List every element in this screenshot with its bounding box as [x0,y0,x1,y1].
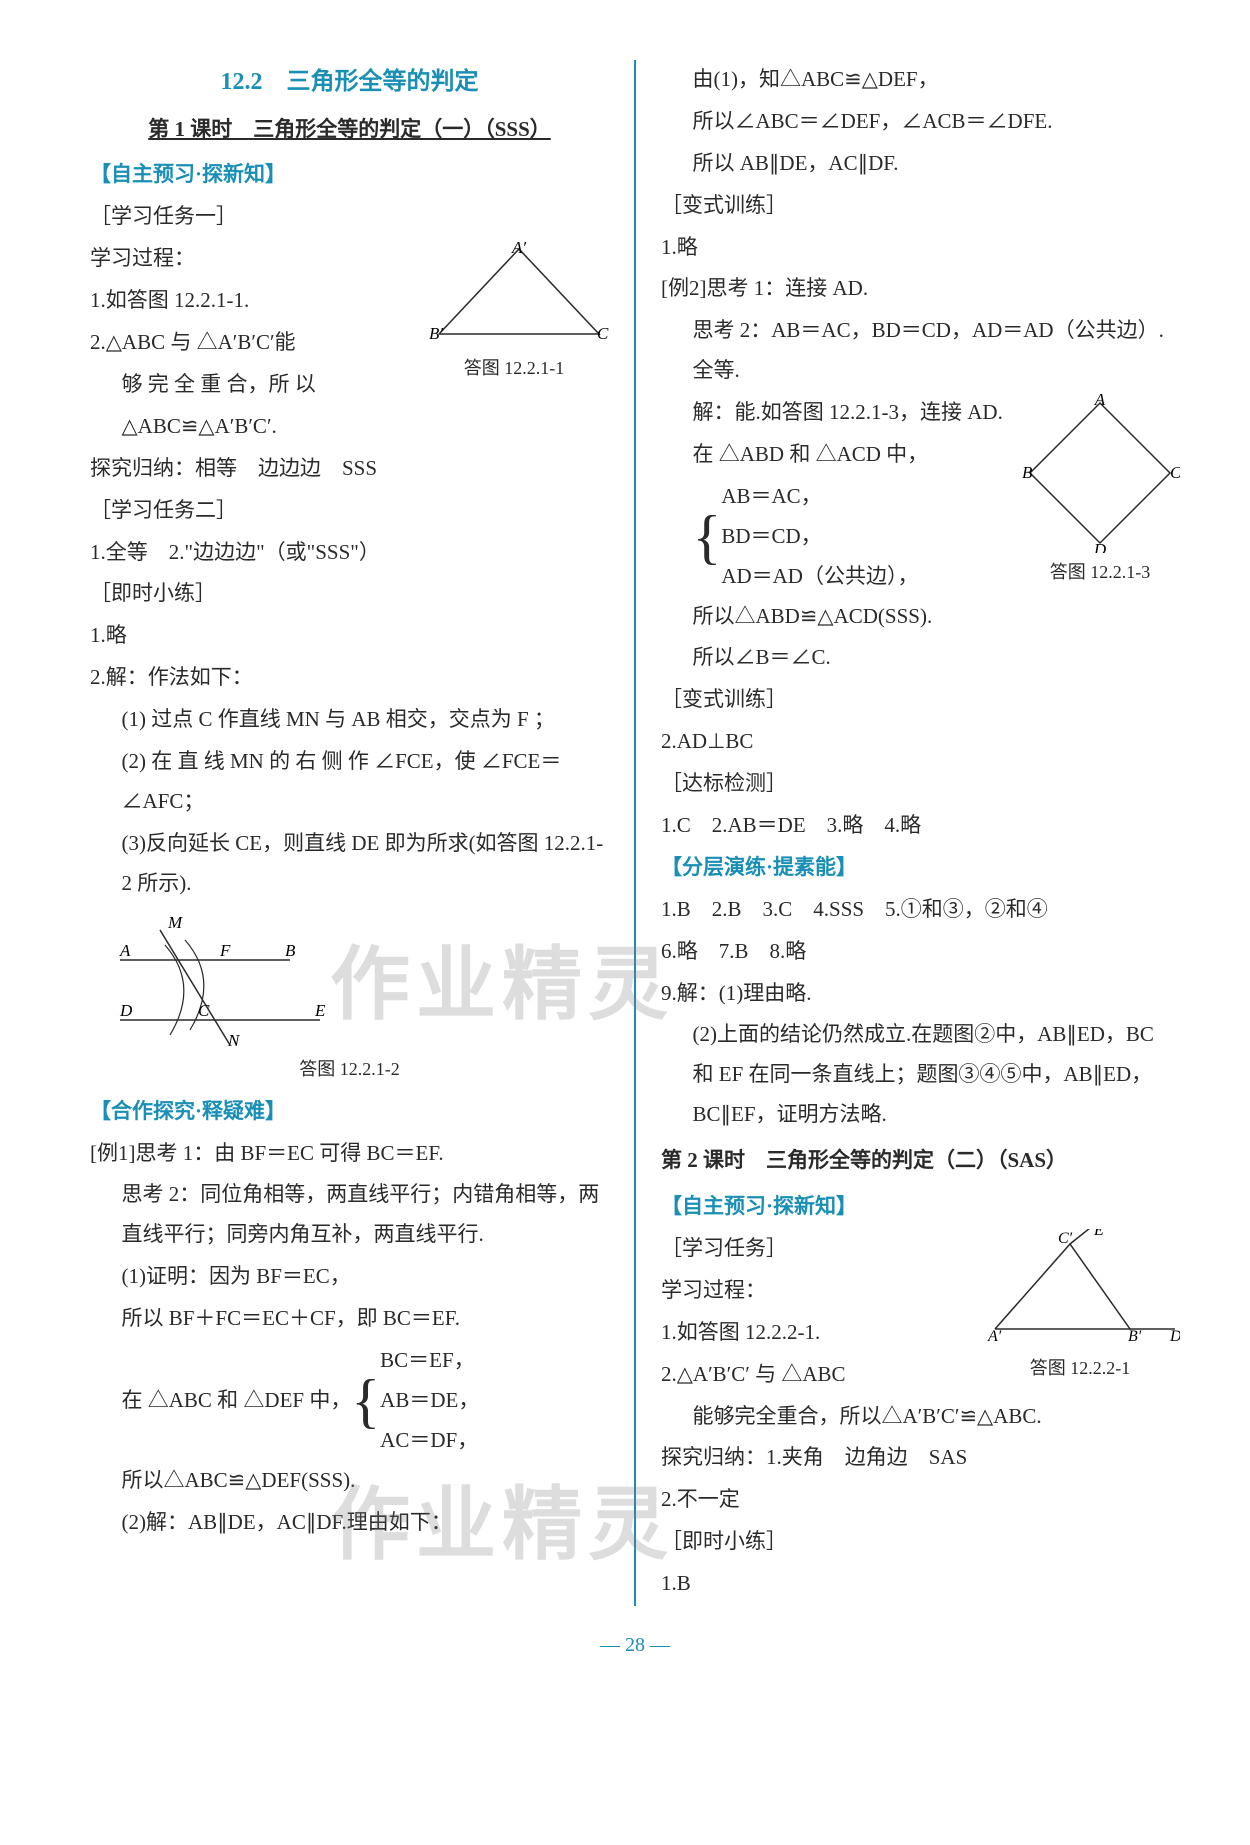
body-text: 探究归纳：1.夹角 边角边 SAS [661,1438,1180,1478]
task-label: ［学习任务一］ [90,197,609,237]
triangle-icon: A′ B′ C′ [419,239,609,349]
brace-group: { AB＝AC， BD＝CD， AD＝AD（公共边）， [661,477,1012,597]
body-text: 1.略 [661,228,1180,268]
body-text: 1.B 2.B 3.C 4.SSS 5.①和③，②和④ [661,890,1180,930]
task-label: ［学习任务二］ [90,491,609,531]
figure-12-2-1-1: A′ B′ C′ 答图 12.2.1-1 [419,239,609,385]
construction-diagram-icon: A B F M D E C N [90,910,350,1050]
svg-text:C′: C′ [1058,1230,1073,1247]
heading-cooperate: 【合作探究·释疑难】 [90,1092,609,1132]
svg-text:B′: B′ [429,324,443,343]
figure-caption: 答图 12.2.1-1 [419,351,609,385]
body-text: 1.C 2.AB＝DE 3.略 4.略 [661,806,1180,846]
svg-text:M: M [167,913,183,932]
body-text: 所以△ABC≌△DEF(SSS). [90,1461,609,1501]
figure-12-2-1-3: A B C D 答图 12.2.1-3 [1020,393,1180,589]
svg-text:N: N [227,1031,241,1050]
instant-practice-label: ［即时小练］ [90,574,609,614]
body-text: 所以 BF＋FC＝EC＋CF，即 BC＝EF. [90,1299,609,1339]
svg-text:A′: A′ [987,1328,1002,1345]
figure-caption: 答图 12.2.2-1 [980,1351,1180,1385]
two-column-layout: 12.2 三角形全等的判定 第 1 课时 三角形全等的判定（一）（SSS） 【自… [90,60,1180,1606]
body-text: (2) 在 直 线 MN 的 右 侧 作 ∠FCE，使 ∠FCE＝∠AFC； [90,742,609,822]
body-text: 所以∠ABC＝∠DEF，∠ACB＝∠DFE. [661,102,1180,142]
body-text: 思考 2：AB＝AC，BD＝CD，AD＝AD（公共边）.全等. [661,311,1180,391]
rhombus-icon: A B C D [1020,393,1180,553]
body-text: AC＝DF， [380,1428,478,1452]
body-text: 所以 AB∥DE，AC∥DF. [661,144,1180,184]
example-text: [例2]思考 1：连接 AD. [661,269,1180,309]
svg-text:E: E [314,1001,326,1020]
page-number: — 28 — [90,1626,1180,1664]
svg-text:D: D [1169,1328,1180,1345]
body-text: 9.解：(1)理由略. [661,974,1180,1014]
body-text: (2)解：AB∥DE，AC∥DF.理由如下： [90,1503,609,1543]
brace-group: 在 △ABC 和 △DEF 中， { BC＝EF， AB＝DE， AC＝DF， [90,1341,609,1461]
body-text: △ABC≌△A′B′C′. [90,407,609,447]
left-brace-icon: { [693,510,722,564]
svg-text:A′: A′ [511,239,526,257]
body-text: (1) 过点 C 作直线 MN 与 AB 相交，交点为 F ； [90,700,609,740]
body-text: 1.B [661,1564,1180,1604]
body-text: (3)反向延长 CE，则直线 DE 即为所求(如答图 12.2.1-2 所示). [90,824,609,904]
lesson-subtitle-2: 第 2 课时 三角形全等的判定（二）（SAS） [661,1141,1180,1181]
svg-text:C′: C′ [597,324,609,343]
figure-12-2-2-1: A′ B′ C′ D E 答图 12.2.2-1 [980,1229,1180,1385]
body-text: 1.略 [90,616,609,656]
body-text: 2.解：作法如下： [90,658,609,698]
body-text: 2.不一定 [661,1480,1180,1520]
body-text: 由(1)，知△ABC≌△DEF， [661,60,1180,100]
variant-label: ［变式训练］ [661,186,1180,226]
body-text: 1.全等 2."边边边"（或"SSS"） [90,533,609,573]
example-text: [例1]思考 1：由 BF＝EC 可得 BC＝EF. [90,1134,609,1174]
svg-text:D: D [1093,540,1107,553]
svg-text:C: C [198,1001,210,1020]
figure-caption: 答图 12.2.1-3 [1020,555,1180,589]
body-text: 在 △ABC 和 △DEF 中， [122,1381,352,1421]
svg-text:F: F [219,941,231,960]
body-text: 2.AD⊥BC [661,722,1180,762]
svg-text:B′: B′ [1128,1328,1142,1345]
body-text: AB＝AC， [721,484,821,508]
figure-12-2-1-2: A B F M D E C N 答图 12.2.1-2 [90,910,609,1086]
body-text: 所以△ABD≌△ACD(SSS). [661,597,1180,637]
body-text: 探究归纳：相等 边边边 SSS [90,449,609,489]
right-column: 由(1)，知△ABC≌△DEF， 所以∠ABC＝∠DEF，∠ACB＝∠DFE. … [634,60,1180,1606]
svg-text:C: C [1170,463,1180,482]
svg-text:B: B [285,941,296,960]
svg-text:B: B [1022,463,1033,482]
check-label: ［达标检测］ [661,764,1180,804]
left-column: 12.2 三角形全等的判定 第 1 课时 三角形全等的判定（一）（SSS） 【自… [90,60,634,1606]
body-text: AD＝AD（公共边）， [721,564,918,588]
svg-text:A: A [1094,393,1106,409]
triangle-ext-icon: A′ B′ C′ D E [980,1229,1180,1349]
figure-caption: 答图 12.2.1-2 [90,1052,609,1086]
body-text: (1)证明：因为 BF＝EC， [90,1257,609,1297]
left-brace-icon: { [351,1374,380,1428]
section-title: 12.2 三角形全等的判定 [90,60,609,106]
body-text: AB＝DE， [380,1388,479,1412]
body-text: (2)上面的结论仍然成立.在题图②中，AB∥ED，BC 和 EF 在同一条直线上… [661,1015,1180,1135]
body-text: 所以∠B＝∠C. [661,638,1180,678]
lesson-subtitle: 第 1 课时 三角形全等的判定（一）（SSS） [90,110,609,150]
body-text: 6.略 7.B 8.略 [661,932,1180,972]
svg-text:E: E [1093,1229,1104,1239]
heading-layered: 【分层演练·提素能】 [661,848,1180,888]
svg-text:D: D [119,1001,133,1020]
body-text: 能够完全重合，所以△A′B′C′≌△ABC. [661,1397,1180,1437]
heading-preview: 【自主预习·探新知】 [90,155,609,195]
svg-text:A: A [119,941,131,960]
variant-label: ［变式训练］ [661,680,1180,720]
instant-practice-label: ［即时小练］ [661,1522,1180,1562]
body-text: BC＝EF， [380,1348,475,1372]
heading-preview: 【自主预习·探新知】 [661,1187,1180,1227]
body-text: BD＝CD， [721,524,821,548]
body-text: 思考 2：同位角相等，两直线平行；内错角相等，两直线平行；同旁内角互补，两直线平… [90,1175,609,1255]
